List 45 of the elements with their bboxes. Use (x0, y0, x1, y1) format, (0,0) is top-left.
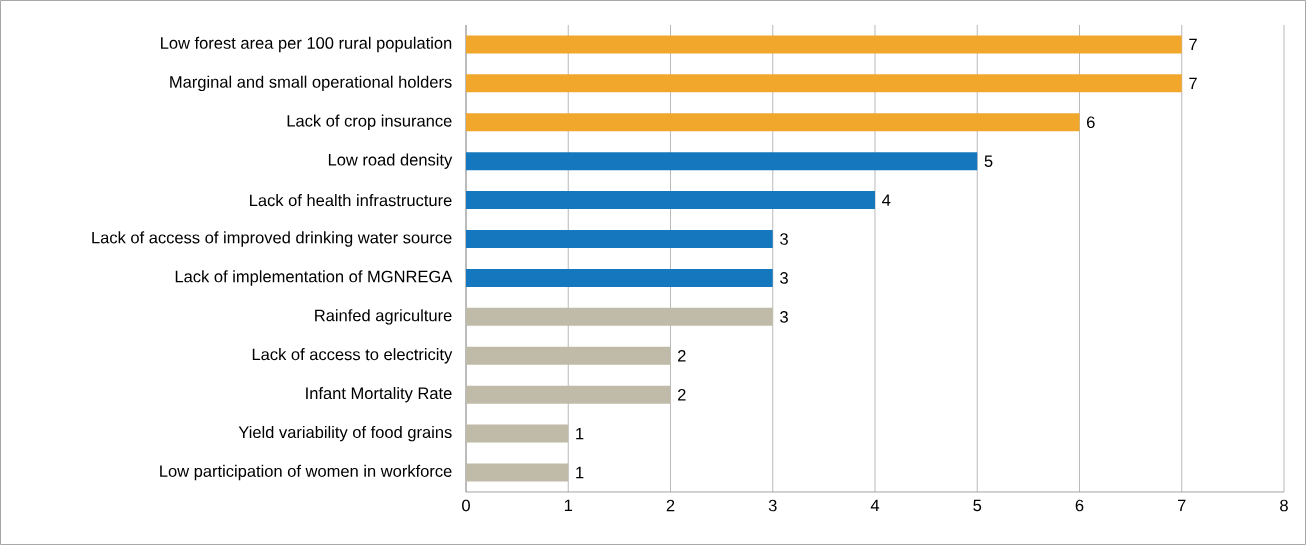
y-tick-label: Lack of access of improved drinking water source (92, 231, 452, 247)
x-tick-label: 5 (973, 499, 982, 512)
y-tick-label: Yield variability of food grains (238, 425, 452, 442)
bar (466, 424, 569, 443)
data-label: 1 (576, 427, 584, 440)
x-tick-label: 7 (1178, 499, 1186, 512)
data-label: 5 (984, 155, 993, 167)
bar (466, 268, 773, 287)
data-label: 2 (678, 350, 686, 362)
x-tick-label: 0 (462, 499, 470, 512)
data-label: 7 (1189, 38, 1197, 51)
data-label: 7 (1189, 77, 1197, 90)
bar (466, 152, 978, 171)
y-tick-label: Low forest area per 100 rural population (161, 36, 452, 53)
y-tick-label: Lack of access to electricity (252, 348, 453, 364)
y-tick-label: Low road density (328, 153, 453, 169)
y-tick-label: Lack of implementation of MGNREGA (175, 270, 453, 286)
y-tick-label: Lack of crop insurance (287, 114, 452, 130)
y-tick-label: Marginal and small operational holders (170, 75, 452, 92)
bar (466, 385, 671, 404)
bar (466, 346, 671, 365)
bar (466, 191, 875, 210)
data-label: 2 (678, 388, 686, 401)
y-tick-label: Rainfed agriculture (315, 309, 452, 325)
x-tick-label: 3 (768, 499, 777, 512)
y-tick-label: Low participation of women in workforce (160, 464, 452, 481)
data-label: 1 (576, 466, 584, 479)
bar (466, 463, 569, 482)
x-tick-label: 8 (1280, 499, 1288, 512)
bar (466, 113, 1080, 132)
bar (466, 307, 773, 326)
x-tick-label: 4 (870, 499, 880, 512)
x-tick-label: 6 (1075, 499, 1084, 512)
bar (466, 74, 1182, 93)
x-tick-label: 2 (666, 499, 675, 512)
y-tick-label: Infant Mortality Rate (306, 387, 452, 403)
bar (466, 35, 1182, 54)
x-tick-label: 1 (564, 499, 573, 512)
data-label: 4 (882, 194, 891, 206)
data-label: 3 (780, 233, 788, 245)
y-tick-label: Lack of health infrastructure (250, 194, 452, 207)
data-label: 6 (1087, 116, 1095, 129)
data-label: 3 (780, 311, 788, 323)
data-label: 3 (780, 272, 788, 284)
bar (466, 230, 773, 249)
